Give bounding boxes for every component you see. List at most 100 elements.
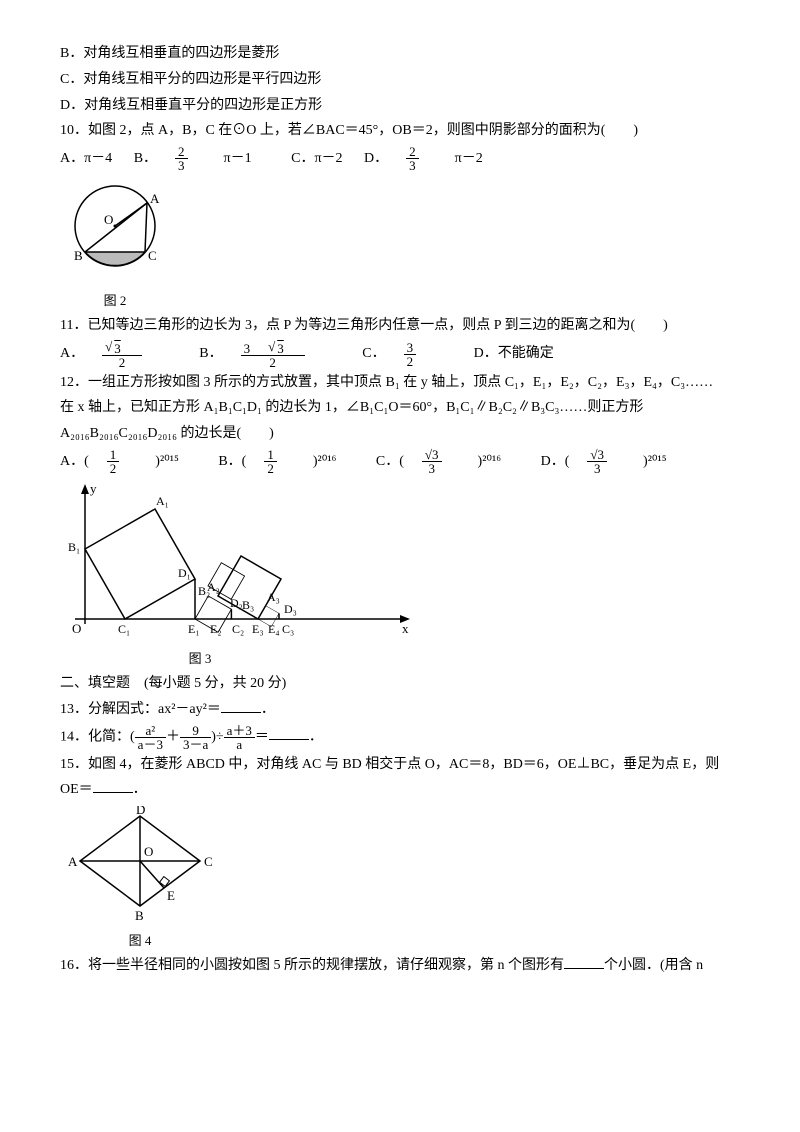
q12-A: A．( 12 )²⁰¹⁵ bbox=[60, 448, 197, 475]
q12-D: D．( √33 )²⁰¹⁵ bbox=[541, 448, 685, 475]
q11C-n: 3 bbox=[404, 341, 417, 355]
q10D-den: 3 bbox=[406, 159, 419, 172]
q15-line2: OE＝． bbox=[60, 778, 740, 802]
q13-blank[interactable] bbox=[221, 698, 261, 713]
lbl-B3: B₃ bbox=[242, 598, 254, 612]
q11B-sq: 3 bbox=[275, 342, 284, 355]
q12-C: C．(√33)²⁰¹⁶ bbox=[376, 448, 519, 475]
q15-figure: A B C D O E bbox=[60, 806, 230, 926]
q13-post: ． bbox=[261, 702, 275, 717]
q10-D-pre: D． bbox=[364, 147, 388, 171]
q16-post: 个小圆．(用含 n bbox=[604, 958, 703, 973]
q11A-pre: A． bbox=[60, 342, 84, 366]
q10-D: D． 23 π－2 bbox=[364, 145, 501, 172]
lbl-E4: E₄ bbox=[268, 622, 280, 636]
q12A-d: 2 bbox=[107, 462, 120, 475]
section2-title: 二、填空题 (每小题 5 分，共 20 分) bbox=[60, 672, 740, 696]
q14-eq: ＝ bbox=[255, 729, 269, 744]
lbl-C: C bbox=[148, 248, 157, 263]
q15-stem: 15．如图 4，在菱形 ABCD 中，对角线 AC 与 BD 相交于点 O，AC… bbox=[60, 753, 740, 777]
q14-mid: )÷ bbox=[211, 729, 223, 744]
q12-B: B．(12)²⁰¹⁶ bbox=[218, 448, 354, 475]
lbl-B2: B₂ bbox=[198, 584, 210, 598]
q12C-pre: C．( bbox=[376, 450, 404, 474]
q12C-n: √3 bbox=[422, 448, 442, 462]
q11C-d: 2 bbox=[404, 355, 417, 368]
q10-stem: 10．如图 2，点 A，B，C 在⊙O 上，若∠BAC＝45°，OB＝2，则图中… bbox=[60, 119, 740, 143]
q10-caption: 图 2 bbox=[60, 290, 170, 312]
q10-A: A．π－4 bbox=[60, 147, 112, 171]
q11A-sq: 3 bbox=[112, 342, 121, 355]
q16-blank[interactable] bbox=[564, 954, 604, 969]
q11-options: A．√32 B．3√32 C．32 D．不能确定 bbox=[60, 340, 740, 369]
q11-A: A．√32 bbox=[60, 340, 178, 369]
q12C-d: 3 bbox=[422, 462, 442, 475]
q14-plus: ＋ bbox=[166, 729, 180, 744]
q12-stem3: A₂₀₁₆B₂₀₁₆C₂₀₁₆D₂₀₁₆ 的边长是( ) bbox=[60, 422, 740, 446]
q15-caption: 图 4 bbox=[60, 930, 220, 952]
q12-options: A．(12)²⁰¹⁵ B．(12)²⁰¹⁶ C．(√33)²⁰¹⁶ D．(√33… bbox=[60, 448, 740, 475]
q14: 14．化简：(a²a－3＋93－a)÷a＋3a＝． bbox=[60, 724, 740, 751]
q10-figure: O A B C bbox=[60, 176, 180, 286]
q14-blank[interactable] bbox=[269, 725, 309, 740]
q11-D: D．不能确定 bbox=[474, 342, 554, 366]
q12D-pre: D．( bbox=[541, 450, 570, 474]
q12A-pre: A．( bbox=[60, 450, 89, 474]
q11-B: B．3√32 bbox=[199, 340, 340, 369]
lbl-A1: A₁ bbox=[156, 494, 169, 508]
q12B-n: 1 bbox=[264, 448, 277, 462]
q10-options: A．π－4 B．23π－1 C．π－2 D．23π－2 bbox=[60, 145, 740, 172]
q12-caption: 图 3 bbox=[60, 648, 340, 670]
q12D-d: 3 bbox=[587, 462, 607, 475]
q14-f3d: a bbox=[224, 738, 255, 751]
q9-optC: C．对角线互相平分的四边形是平行四边形 bbox=[60, 68, 740, 92]
lbl-D3: D₃ bbox=[284, 602, 297, 616]
q12D-n: √3 bbox=[587, 448, 607, 462]
q15-pre: OE＝ bbox=[60, 782, 93, 797]
lbl-D1: D₁ bbox=[178, 566, 191, 580]
lbl-B4: B bbox=[135, 908, 144, 923]
q11A-den: 2 bbox=[102, 356, 142, 369]
lbl-C1: C₁ bbox=[118, 622, 130, 636]
q12B-d: 2 bbox=[264, 462, 277, 475]
q9-optD: D．对角线互相垂直平分的四边形是正方形 bbox=[60, 94, 740, 118]
q14-post: ． bbox=[309, 729, 323, 744]
q15-blank[interactable] bbox=[93, 778, 133, 793]
lbl-E1: E₁ bbox=[188, 622, 200, 636]
q13-pre: 13．分解因式：ax²－ay²＝ bbox=[60, 702, 221, 717]
q12B-post: )²⁰¹⁶ bbox=[313, 450, 337, 474]
q11-C: C．32 bbox=[362, 341, 452, 368]
q12-stem2: 在 x 轴上，已知正方形 A₁B₁C₁D₁ 的边长为 1，∠B₁C₁O＝60°，… bbox=[60, 396, 740, 420]
lbl-E3: E₃ bbox=[252, 622, 264, 636]
lbl-y: y bbox=[90, 481, 97, 496]
lbl-D4: D bbox=[136, 806, 145, 817]
lbl-C2: C₂ bbox=[232, 622, 244, 636]
q12A-post: )²⁰¹⁵ bbox=[155, 450, 179, 474]
q12-figure: y x O A₁ B₁ C₁ D₁ E₁ A₂ B₂ E₂ C₂ D₂ B₃ E… bbox=[60, 479, 420, 644]
q14-f2d: 3－a bbox=[180, 738, 211, 751]
q10-D-post: π－2 bbox=[455, 147, 483, 171]
q14-f1n: a² bbox=[135, 724, 166, 738]
lbl-E4b: E bbox=[167, 888, 175, 903]
lbl-x: x bbox=[402, 621, 409, 636]
q10B-den: 3 bbox=[175, 159, 188, 172]
q12A-n: 1 bbox=[107, 448, 120, 462]
q14-pre: 14．化简：( bbox=[60, 729, 135, 744]
q10D-num: 2 bbox=[406, 145, 419, 159]
lbl-O4: O bbox=[144, 844, 153, 859]
lbl-A4: A bbox=[68, 854, 78, 869]
lbl-D2: D₂ bbox=[230, 596, 243, 610]
q10-B: B．23π－1 bbox=[134, 145, 270, 172]
q12D-post: )²⁰¹⁵ bbox=[643, 450, 667, 474]
q14-f2n: 9 bbox=[180, 724, 211, 738]
q10B-num: 2 bbox=[175, 145, 188, 159]
q11B-pre: B． bbox=[199, 342, 222, 366]
lbl-B: B bbox=[74, 248, 83, 263]
q10-C: C．π－2 bbox=[291, 147, 342, 171]
lbl-C3: C₃ bbox=[282, 622, 294, 636]
lbl-O2: O bbox=[72, 621, 81, 636]
q12-stem1: 12．一组正方形按如图 3 所示的方式放置，其中顶点 B₁ 在 y 轴上，顶点 … bbox=[60, 371, 740, 395]
lbl-E2: E₂ bbox=[210, 622, 222, 636]
q11-stem: 11．已知等边三角形的边长为 3，点 P 为等边三角形内任意一点，则点 P 到三… bbox=[60, 314, 740, 338]
q14-f1d: a－3 bbox=[135, 738, 166, 751]
